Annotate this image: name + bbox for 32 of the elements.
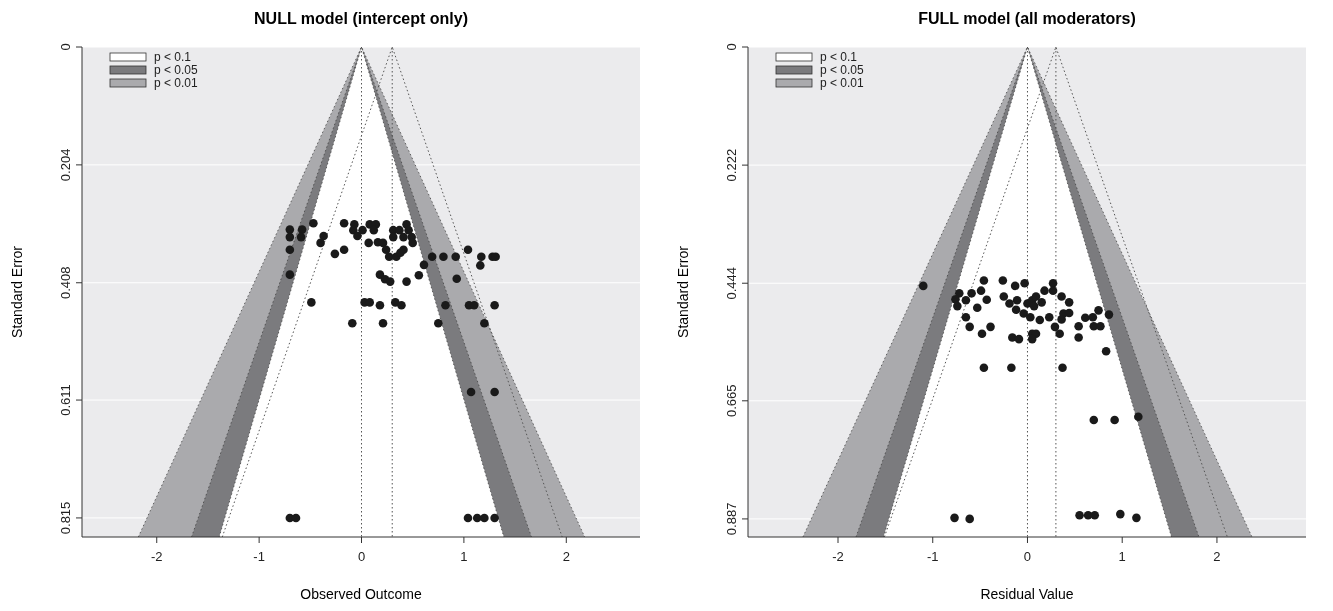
- y-axis-title: Standard Error: [675, 245, 691, 338]
- x-tick-label: 0: [357, 549, 366, 564]
- x-tick-label: 1: [1118, 549, 1126, 564]
- y-tick-label: 0.204: [58, 148, 73, 182]
- legend-label: p < 0.05: [820, 63, 865, 77]
- y-tick-label: 0.815: [58, 501, 73, 535]
- x-tick-label: -1: [926, 549, 939, 564]
- x-tick-label: -2: [150, 549, 163, 564]
- y-tick-label: 0: [58, 43, 73, 51]
- legend-label: p < 0.1: [820, 50, 858, 64]
- y-tick-label: 0.611: [58, 384, 73, 416]
- y-tick-label: 0.665: [724, 384, 739, 418]
- y-axis-title: Standard Error: [9, 245, 25, 338]
- x-tick-label: 0: [1023, 549, 1032, 564]
- y-tick-label: 0.887: [724, 502, 739, 536]
- legend-label: p < 0.01: [154, 76, 199, 90]
- x-tick-label: -1: [253, 549, 265, 564]
- y-tick-label: 0.222: [724, 148, 739, 182]
- x-tick-label: -2: [832, 549, 844, 564]
- x-tick-label: 2: [1213, 549, 1221, 564]
- legend-label: p < 0.01: [820, 76, 865, 90]
- y-tick-label: 0.444: [724, 266, 739, 300]
- x-tick-label: 1: [460, 549, 468, 564]
- legend-label: p < 0.1: [154, 50, 192, 64]
- x-tick-label: 2: [562, 549, 570, 564]
- y-tick-label: 0.408: [58, 266, 73, 300]
- legend-label: p < 0.05: [154, 63, 199, 77]
- chart-title: FULL model (all moderators): [918, 10, 1136, 27]
- y-tick-label: 0: [724, 43, 739, 51]
- x-axis-title: Residual Value: [980, 586, 1074, 602]
- x-axis-title: Observed Outcome: [300, 586, 422, 602]
- chart-title: NULL model (intercept only): [254, 10, 468, 27]
